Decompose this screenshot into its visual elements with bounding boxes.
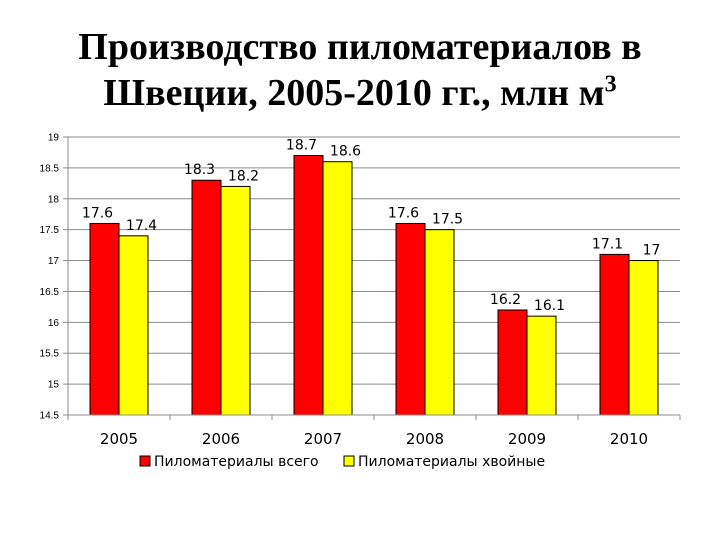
x-tick-label: 2010 bbox=[610, 430, 648, 448]
data-label: 17.1 bbox=[592, 236, 623, 252]
bars bbox=[89, 155, 659, 416]
legend-swatch bbox=[139, 455, 151, 467]
title-superscript: 3 bbox=[604, 71, 617, 98]
bar-total bbox=[89, 222, 120, 416]
title-line-2: Швеции, 2005-2010 гг., млн м3 bbox=[0, 70, 720, 116]
y-tick-label: 17 bbox=[48, 256, 60, 267]
y-axis: 14.5 15 15.5 16 16.5 17 17.5 18 18.5 19 bbox=[40, 133, 69, 422]
bar-coniferous bbox=[118, 235, 149, 416]
y-tick-label: 15 bbox=[48, 380, 60, 391]
gridlines bbox=[68, 136, 680, 416]
y-tick-label: 14.5 bbox=[40, 411, 60, 422]
bar-total bbox=[293, 155, 324, 416]
title-line-2-text: Швеции, 2005-2010 гг., млн м bbox=[103, 72, 605, 114]
bar-total bbox=[497, 309, 528, 416]
data-label: 16.1 bbox=[534, 298, 565, 314]
data-label: 16.2 bbox=[490, 292, 521, 308]
x-tick-label: 2008 bbox=[406, 430, 444, 448]
x-tick-label: 2006 bbox=[202, 430, 240, 448]
data-label: 17.5 bbox=[432, 212, 463, 228]
y-tick-label: 18.5 bbox=[40, 163, 60, 174]
y-tick-label: 16.5 bbox=[40, 287, 60, 298]
y-tick-label: 16 bbox=[48, 318, 60, 329]
x-tick-label: 2009 bbox=[508, 430, 546, 448]
x-tick-label: 2005 bbox=[100, 430, 138, 448]
y-tick-label: 15.5 bbox=[40, 349, 60, 360]
legend-label: Пиломатериалы хвойные bbox=[358, 454, 545, 470]
bar-total bbox=[191, 179, 222, 416]
y-tick-label: 19 bbox=[48, 133, 60, 144]
legend: Пиломатериалы всего Пиломатериалы хвойные bbox=[139, 454, 545, 470]
bar-coniferous bbox=[526, 315, 557, 416]
data-label: 18.6 bbox=[330, 144, 361, 160]
legend-label: Пиломатериалы всего bbox=[154, 454, 319, 470]
bar-coniferous bbox=[628, 260, 659, 416]
y-tick-label: 18 bbox=[48, 194, 60, 205]
x-tick-label: 2007 bbox=[304, 430, 342, 448]
title-line-1: Производство пиломатериалов в bbox=[78, 26, 642, 68]
y-tick-label: 17.5 bbox=[40, 225, 60, 236]
legend-swatch bbox=[343, 455, 355, 467]
data-label: 17.4 bbox=[126, 218, 157, 234]
bar-coniferous bbox=[220, 185, 251, 416]
x-axis: 2005 2006 2007 2008 2009 2010 bbox=[67, 414, 681, 448]
data-label: 18.3 bbox=[184, 162, 215, 178]
chart-title: Производство пиломатериалов в Швеции, 20… bbox=[0, 24, 720, 116]
bar-total bbox=[395, 222, 426, 416]
data-labels: 17.6 17.4 18.3 18.2 18.7 18.6 17.6 17.5 16.2 16.1… bbox=[82, 138, 661, 315]
bar-total bbox=[599, 253, 630, 416]
data-label: 18.7 bbox=[286, 138, 317, 154]
data-label: 17 bbox=[643, 243, 661, 259]
data-label: 17.6 bbox=[388, 205, 419, 221]
bar-coniferous bbox=[424, 229, 455, 416]
bar-coniferous bbox=[322, 161, 353, 416]
data-label: 18.2 bbox=[228, 168, 259, 184]
data-label: 17.6 bbox=[82, 205, 113, 221]
